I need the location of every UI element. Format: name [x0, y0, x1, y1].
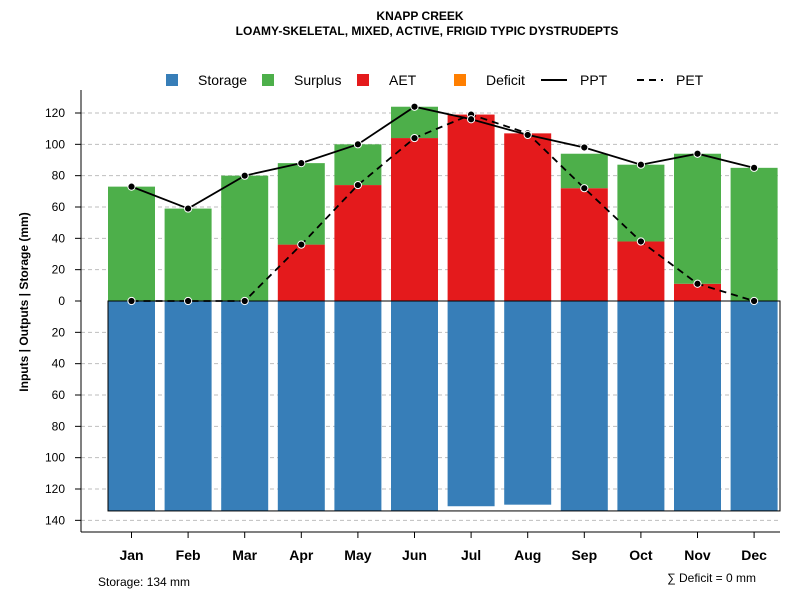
y-tick-label-12: 120: [45, 482, 65, 496]
bars: [107, 106, 781, 512]
storage-bar-jun: [391, 301, 438, 511]
legend-swatch-deficit: [454, 74, 466, 86]
y-tick-label-10: 80: [52, 419, 66, 433]
x-tick-label-sep: Sep: [571, 547, 597, 563]
surplus-bar-oct: [617, 164, 665, 242]
legend-label-surplus: Surplus: [294, 72, 341, 88]
aet-bar-jun: [391, 138, 438, 301]
pet-point-jan: [127, 296, 136, 306]
storage-bar-dec: [730, 301, 778, 511]
aet-bar-may: [334, 185, 382, 301]
legend-label-deficit: Deficit: [486, 72, 525, 88]
x-tick-label-jan: Jan: [119, 547, 143, 563]
surplus-bar-jan: [108, 186, 155, 301]
ppt-point-aug: [523, 130, 532, 140]
storage-bar-jul: [447, 301, 495, 507]
y-tick-label-2: 80: [52, 169, 66, 183]
pet-point-mar: [240, 296, 249, 306]
pet-point-may: [353, 180, 362, 190]
ppt-point-oct: [636, 160, 646, 169]
pet-point-apr: [297, 240, 306, 249]
y-tick-label-3: 60: [52, 200, 66, 214]
storage-bar-sep: [560, 301, 608, 511]
x-tick-label-dec: Dec: [741, 547, 767, 563]
surplus-bar-nov: [674, 153, 721, 284]
deficit-note: ∑ Deficit = 0 mm: [667, 571, 756, 585]
y-tick-label-11: 100: [45, 451, 65, 465]
aet-bar-apr: [277, 244, 325, 301]
x-tick-label-apr: Apr: [289, 547, 314, 563]
surplus-bar-sep: [560, 153, 608, 189]
storage-bar-may: [334, 301, 382, 511]
storage-bar-oct: [617, 301, 665, 511]
y-tick-label-8: 40: [52, 357, 66, 371]
y-axis-label: Inputs | Outputs | Storage (mm): [17, 212, 31, 391]
aet-bar-aug: [504, 133, 552, 301]
aet-bar-jul: [447, 114, 495, 301]
ppt-point-nov: [693, 149, 702, 158]
storage-bar-mar: [221, 301, 269, 511]
y-tick-label-1: 100: [45, 137, 65, 151]
y-tick-label-0: 120: [45, 106, 65, 120]
aet-bar-oct: [617, 241, 665, 301]
chart-subtitle: LOAMY-SKELETAL, MIXED, ACTIVE, FRIGID TY…: [236, 24, 619, 38]
legend-label-storage: Storage: [198, 72, 247, 88]
pet-line: [131, 113, 755, 302]
pet-point-nov: [693, 279, 702, 288]
x-tick-label-mar: Mar: [232, 547, 257, 563]
legend-swatch-storage: [166, 74, 178, 86]
y-tick-label-6: 0: [58, 294, 65, 308]
y-tick-label-9: 60: [52, 388, 66, 402]
surplus-bar-jun: [391, 106, 438, 139]
storage-bar-apr: [277, 301, 325, 511]
y-tick-label-13: 140: [45, 513, 65, 527]
storage-note: Storage: 134 mm: [98, 575, 190, 589]
surplus-bar-feb: [164, 208, 212, 301]
ppt-point-dec: [750, 163, 759, 172]
ppt-point-sep: [580, 143, 589, 152]
storage-bar-jan: [108, 301, 155, 511]
pet-point-jun: [410, 133, 419, 143]
x-tick-label-feb: Feb: [176, 547, 201, 563]
legend: Storage Surplus AET Deficit PPT PET: [166, 72, 704, 88]
pet-point-oct: [636, 237, 646, 246]
pet-point-dec: [750, 296, 759, 306]
x-tick-label-nov: Nov: [684, 547, 711, 563]
legend-label-ppt: PPT: [580, 72, 608, 88]
ppt-point-jul: [467, 115, 476, 124]
x-tick-label-may: May: [344, 547, 371, 563]
series-lines: [127, 102, 759, 306]
y-tick-label-4: 40: [52, 231, 66, 245]
axes: 120 100 80 60 40 20 0 20 40 60 80 100 120 140 Jan Feb Ma…: [45, 90, 780, 563]
surplus-bar-mar: [221, 175, 269, 301]
surplus-bar-dec: [730, 167, 778, 301]
storage-bar-aug: [504, 301, 552, 505]
ppt-point-may: [353, 140, 362, 149]
legend-swatch-surplus: [262, 74, 274, 86]
x-tick-label-jul: Jul: [461, 547, 481, 563]
legend-label-pet: PET: [676, 72, 704, 88]
aet-bar-sep: [560, 188, 608, 301]
y-tick-label-5: 20: [52, 263, 66, 277]
ppt-point-jun: [410, 102, 419, 111]
legend-label-aet: AET: [389, 72, 417, 88]
ppt-point-jan: [127, 182, 136, 191]
ppt-point-apr: [297, 159, 306, 168]
legend-swatch-aet: [357, 74, 369, 86]
ppt-point-feb: [184, 204, 193, 213]
pet-point-feb: [184, 296, 193, 306]
storage-bar-nov: [674, 301, 721, 511]
x-tick-label-aug: Aug: [514, 547, 541, 563]
pet-point-sep: [580, 184, 589, 193]
ppt-line: [131, 105, 755, 210]
x-tick-label-jun: Jun: [402, 547, 427, 563]
surplus-bar-may: [334, 144, 382, 186]
y-tick-label-7: 20: [52, 325, 66, 339]
storage-bar-feb: [164, 301, 212, 511]
surplus-bar-apr: [277, 163, 325, 245]
x-tick-label-oct: Oct: [629, 547, 653, 563]
ppt-point-mar: [240, 171, 249, 180]
chart-title: KNAPP CREEK: [376, 9, 463, 23]
